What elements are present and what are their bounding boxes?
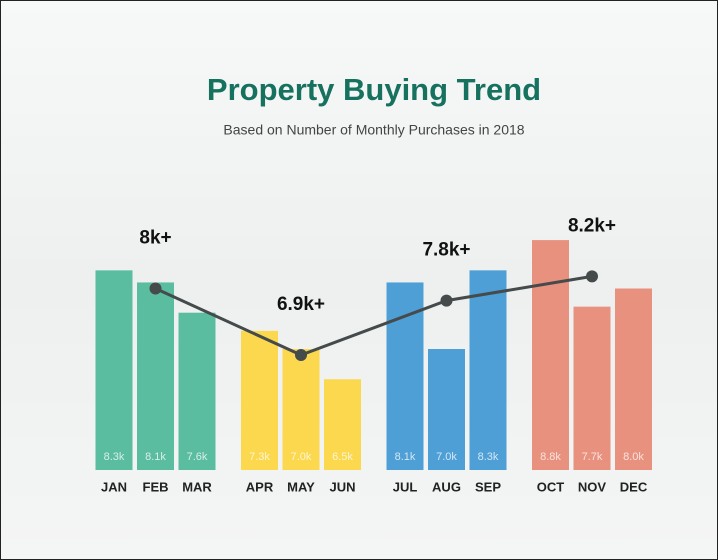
bar <box>241 330 278 470</box>
bar <box>137 282 174 470</box>
trend-label: 8k+ <box>139 228 171 249</box>
x-tick-label: SEP <box>475 479 501 494</box>
x-tick-label: MAY <box>287 479 315 494</box>
value-label: 8.1k <box>145 451 166 463</box>
bar <box>386 282 424 470</box>
value-label: 7.0k <box>436 451 457 463</box>
value-label: 7.6k <box>187 451 208 463</box>
trend-point <box>295 349 307 362</box>
value-label: 8.8k <box>540 451 561 463</box>
x-tick-label: NOV <box>578 479 607 494</box>
trend-point <box>440 294 453 307</box>
value-label: 8.3k <box>478 451 499 463</box>
bar <box>428 349 465 470</box>
trend-point <box>586 270 598 283</box>
x-tick-label: JUL <box>393 479 418 494</box>
trend-point <box>149 282 162 295</box>
value-label: 6.5k <box>332 451 353 463</box>
trend-label: 6.9k+ <box>277 294 325 315</box>
bar <box>573 306 611 470</box>
x-tick-label: JAN <box>101 479 127 494</box>
bar <box>532 240 569 470</box>
x-tick-label: JUN <box>329 479 355 494</box>
value-label: 8.3k <box>104 451 125 463</box>
value-label: 7.7k <box>582 451 603 463</box>
bar <box>324 379 361 470</box>
value-label: 7.3k <box>249 451 270 463</box>
x-tick-label: AUG <box>432 479 461 494</box>
value-label: 8.0k <box>623 451 644 463</box>
x-tick-label: DEC <box>620 479 648 494</box>
x-tick-label: MAR <box>182 479 212 494</box>
trend-label: 8.2k+ <box>568 215 616 236</box>
chart-subtitle: Based on Number of Monthly Purchases in … <box>223 122 524 138</box>
x-tick-label: APR <box>246 479 274 494</box>
bar <box>615 288 652 470</box>
x-tick-label: OCT <box>537 479 565 494</box>
chart-title: Property Buying Trend <box>207 72 541 107</box>
trend-label: 7.8k+ <box>422 240 470 261</box>
value-label: 8.1k <box>395 451 416 463</box>
x-tick-label: FEB <box>143 479 169 494</box>
value-label: 7.0k <box>291 451 312 463</box>
bar <box>469 270 507 470</box>
bar <box>282 349 320 470</box>
bar <box>178 312 216 470</box>
trend-line <box>154 274 593 357</box>
bar <box>95 270 133 470</box>
